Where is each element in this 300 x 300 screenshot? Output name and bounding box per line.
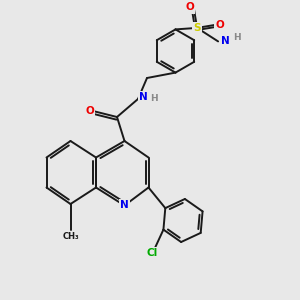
Text: N: N xyxy=(139,92,148,102)
Text: H: H xyxy=(233,33,241,42)
Text: O: O xyxy=(185,2,194,13)
Text: H: H xyxy=(150,94,158,103)
Text: O: O xyxy=(85,106,94,116)
Text: O: O xyxy=(215,20,224,30)
Text: N: N xyxy=(120,200,129,211)
Text: Cl: Cl xyxy=(146,248,158,258)
Text: CH₃: CH₃ xyxy=(62,232,79,241)
Text: S: S xyxy=(194,23,201,33)
Text: N: N xyxy=(221,36,230,46)
